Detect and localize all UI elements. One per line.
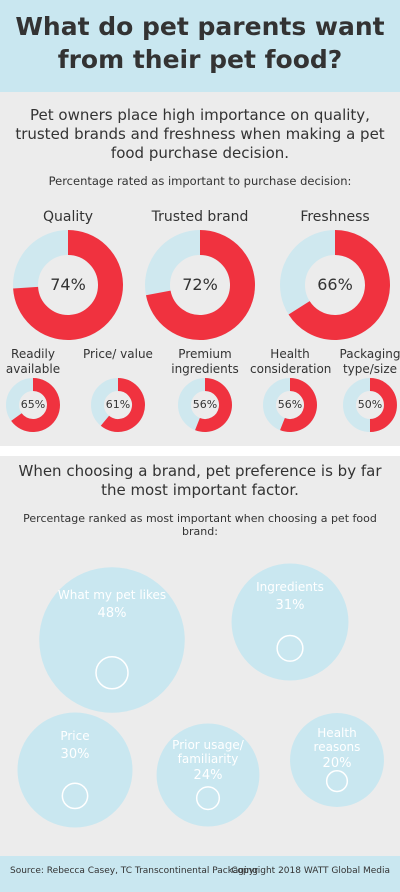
category-label: Trusted brand	[151, 209, 249, 225]
donut-arc	[369, 378, 397, 432]
icon	[325, 770, 349, 793]
category-label: Ingredients	[256, 579, 324, 594]
category-label: Prior usage/ familiarity	[172, 737, 244, 766]
value-label: 56%	[192, 398, 218, 411]
bubble	[17, 712, 133, 828]
category-label: Health reasons	[313, 726, 361, 755]
donut-arc	[11, 378, 60, 432]
donut-arc	[100, 378, 145, 432]
icon	[276, 634, 304, 662]
category-label: Premium ingredients	[171, 347, 239, 376]
category-label: What my pet likes	[57, 587, 167, 602]
copyright: Copyright 2018 WATT Global Media	[231, 866, 390, 876]
value-label: 31%	[275, 597, 305, 613]
footer-band	[0, 856, 400, 892]
value-label: 74%	[50, 275, 86, 294]
category-label: Readily available	[5, 347, 61, 376]
intro-text: When choosing a brand, pet preference is…	[18, 462, 382, 499]
bubble	[156, 723, 260, 827]
icon	[195, 786, 221, 811]
chart-title: Percentage ranked as most important when…	[23, 512, 377, 538]
icon	[95, 655, 129, 690]
bubble	[231, 563, 349, 681]
intro-text: Pet owners place high importance on qual…	[15, 106, 385, 162]
donut-arc	[13, 230, 123, 340]
donut-arc	[288, 230, 390, 340]
value-label: 24%	[193, 767, 223, 783]
category-label: Price/ value	[83, 347, 153, 361]
value-label: 72%	[182, 275, 218, 294]
category-label: Quality	[42, 209, 94, 225]
value-label: 65%	[20, 398, 46, 411]
category-label: Freshness	[300, 209, 370, 225]
value-label: 66%	[317, 275, 353, 294]
value-label: 56%	[277, 398, 303, 411]
donut-arc	[145, 230, 255, 340]
donut-arc	[195, 378, 232, 432]
value-label: 30%	[60, 746, 90, 762]
page-title: What do pet parents want from their pet …	[15, 12, 385, 74]
bubble	[290, 713, 384, 807]
icon	[61, 782, 89, 810]
chart-title: Percentage rated as important to purchas…	[48, 174, 352, 188]
value-label: 20%	[322, 756, 352, 772]
category-label: Health consideration	[250, 347, 332, 376]
source: Source: Rebecca Casey, TC Transcontinent…	[10, 866, 258, 876]
category-label: Packaging type/size	[339, 347, 400, 376]
value-label: 48%	[97, 605, 127, 621]
separator	[0, 446, 400, 456]
value-label: 61%	[105, 398, 131, 411]
bubble	[39, 567, 185, 713]
donut-arc	[280, 378, 317, 432]
value-label: 50%	[357, 398, 383, 411]
header-band	[0, 0, 400, 92]
category-label: Price	[60, 728, 90, 743]
